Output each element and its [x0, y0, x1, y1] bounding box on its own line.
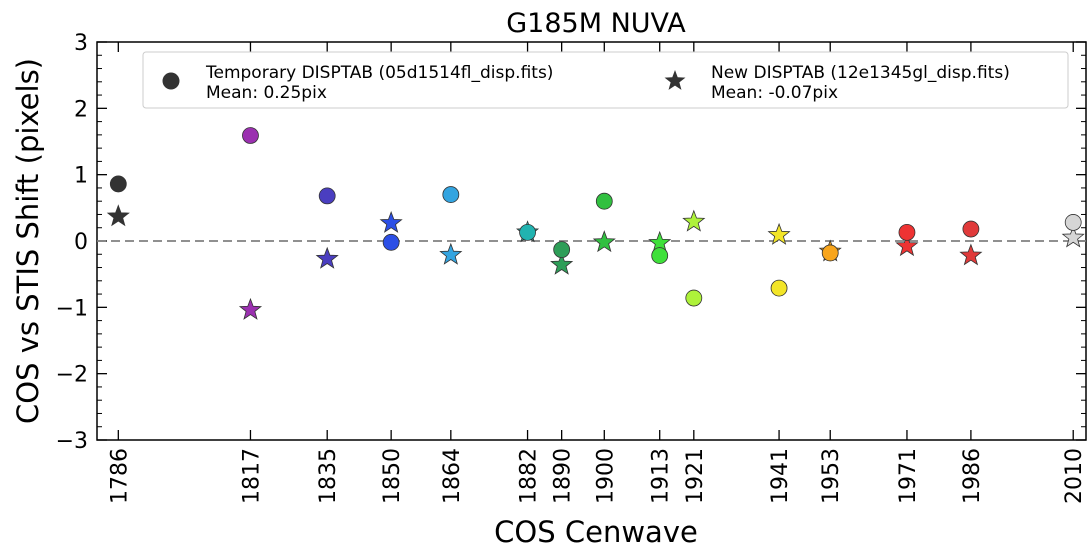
y-tick-label: −1: [56, 296, 88, 321]
x-axis-label: COS Cenwave: [494, 515, 698, 549]
x-tick-label: 1786: [107, 448, 132, 504]
y-tick-label: 0: [74, 230, 88, 255]
star-point: [106, 204, 130, 227]
x-tick-label: 1890: [551, 448, 576, 504]
x-tick-label: 1882: [517, 448, 542, 504]
star-point: [592, 230, 616, 253]
circle-point: [898, 223, 916, 241]
circle-point: [651, 247, 669, 264]
x-tick-label: 1921: [683, 448, 708, 504]
legend-entry-temporary-mean: Mean: 0.25pix: [206, 83, 327, 103]
star-point: [959, 243, 983, 266]
y-tick-label: 2: [74, 97, 88, 122]
y-tick-label: −2: [56, 363, 88, 388]
star-point: [439, 242, 463, 265]
circle-point: [382, 233, 400, 251]
y-tick-label: −3: [56, 429, 88, 454]
star-point: [895, 234, 919, 257]
x-tick-label: 1900: [593, 448, 618, 504]
star-point: [550, 252, 574, 275]
legend-frame: [142, 51, 1069, 109]
circle-point: [242, 127, 259, 144]
circle-point: [553, 241, 571, 259]
x-tick-label: 1971: [896, 448, 921, 504]
y-axis-label: COS vs STIS Shift (pixels): [11, 58, 45, 424]
circle-point: [962, 220, 980, 238]
plot-area: −3 −2 −1 0 1 2 3 1786 1817 1835 1850 1864 1882 1890 19…: [56, 31, 1088, 504]
x-tick-label: 1913: [649, 448, 674, 504]
circle-point: [1064, 214, 1082, 231]
circle-point: [595, 192, 613, 210]
x-tick-label: 1864: [440, 448, 465, 504]
legend-entry-new-mean: Mean: -0.07pix: [711, 83, 838, 103]
x-tick-label: 1953: [819, 448, 844, 504]
x-tick-label: 1850: [380, 448, 405, 504]
y-tick-label: 1: [74, 164, 88, 189]
star-point: [238, 297, 263, 320]
legend: Temporary DISPTAB (05d1514fl_disp.fits) …: [142, 51, 1069, 109]
y-tick-label: 3: [74, 31, 88, 56]
circle-point: [770, 279, 788, 297]
star-point: [682, 209, 706, 232]
legend-circle-marker: [162, 72, 180, 90]
x-tick-label: 1986: [960, 448, 985, 504]
star-point: [767, 222, 791, 245]
x-tick-label: 1941: [768, 448, 793, 504]
circle-point: [318, 187, 336, 205]
legend-entry-temporary-label: Temporary DISPTAB (05d1514fl_disp.fits): [205, 63, 553, 83]
circle-point: [821, 244, 839, 262]
star-point: [1061, 225, 1085, 248]
circle-point: [685, 289, 703, 307]
circle-point: [442, 186, 460, 203]
x-tick-label: 1835: [316, 448, 341, 504]
x-tick-label: 1817: [240, 448, 265, 504]
legend-entry-new-label: New DISPTAB (12e1345gl_disp.fits): [711, 63, 1010, 83]
x-tick-label: 2010: [1062, 448, 1087, 504]
star-point: [315, 246, 339, 269]
circle-point: [519, 223, 536, 241]
circle-point: [109, 175, 127, 193]
legend-star-marker: [664, 70, 686, 90]
star-point: [379, 210, 403, 233]
chart-title: G185M NUVA: [506, 8, 686, 39]
